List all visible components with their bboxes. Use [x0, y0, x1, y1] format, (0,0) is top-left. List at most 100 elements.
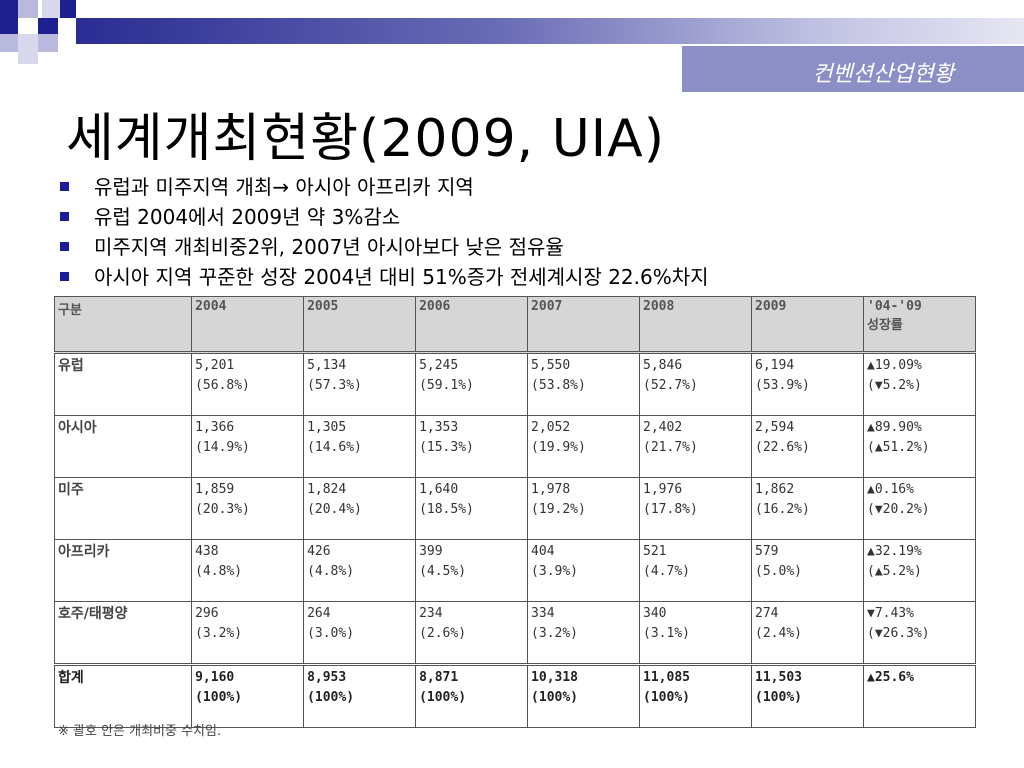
- growth-cell: ▲25.6%: [863, 663, 976, 728]
- value-cell: 2,402 (21.7%): [639, 415, 753, 478]
- decor-square: [18, 34, 38, 52]
- decor-square: [18, 52, 38, 64]
- cell-value: 340: [643, 606, 667, 621]
- table-row: 호주/태평양 296 (3.2%) 264 (3.0%) 234 (2.6%) 334 (3.2…: [53, 601, 976, 665]
- cell-share: (100%): [531, 690, 579, 705]
- cell-share: (2.4%): [755, 626, 802, 641]
- growth-cell: ▲19.09% (▼5.2%): [863, 352, 976, 416]
- value-cell: 1,640 (18.5%): [415, 477, 529, 540]
- header-year: 2008: [639, 296, 753, 354]
- cell-share: (3.0%): [307, 626, 355, 641]
- cell-value: 8,953: [307, 670, 347, 685]
- cell-share: (100%): [755, 690, 802, 705]
- decor-square: [60, 0, 76, 18]
- cell-share: (▼20.2%): [867, 502, 930, 517]
- cell-share: (14.9%): [195, 440, 250, 455]
- cell-share: (4.8%): [195, 564, 243, 579]
- row-region: 합계: [53, 663, 193, 728]
- table-row: 미주 1,859 (20.3%) 1,824 (20.4%) 1,640 (18.5%) 1,…: [53, 477, 976, 540]
- decor-square: [0, 34, 18, 52]
- cell-share: (20.3%): [195, 502, 250, 517]
- row-region: 아프리카: [53, 539, 193, 602]
- bullet-square-icon: [60, 272, 69, 281]
- growth-cell: ▲32.19% (▲5.2%): [863, 539, 976, 602]
- cell-value: 1,305: [307, 420, 347, 435]
- cell-share: (4.8%): [307, 564, 355, 579]
- cell-share: (16.2%): [755, 502, 810, 517]
- page-title: 세계개최현황(2009, UIA): [66, 109, 665, 169]
- bullet-list: 유럽과 미주지역 개최→ 아시아 아프리카 지역 유럽 2004에서 2009년…: [60, 172, 709, 292]
- growth-cell: ▲89.90% (▲51.2%): [863, 415, 976, 478]
- value-cell: 579 (5.0%): [751, 539, 864, 602]
- decor-square: [18, 18, 38, 34]
- cell-value: 2,402: [643, 420, 683, 435]
- cell-value: 404: [531, 544, 555, 559]
- cell-share: (52.7%): [643, 378, 698, 393]
- cell-value: 6,194: [755, 358, 795, 373]
- cell-value: 5,846: [643, 358, 683, 373]
- value-cell: 5,550 (53.8%): [527, 352, 641, 416]
- row-region: 유럽: [53, 352, 193, 416]
- footnote: ※ 괄호 안은 개최비중 수치임.: [58, 724, 222, 739]
- cell-share: (22.6%): [755, 440, 810, 455]
- cell-value: ▲32.19%: [867, 544, 922, 559]
- header-year: 2004: [191, 296, 305, 354]
- value-cell: 1,862 (16.2%): [751, 477, 864, 540]
- cell-share: (▲5.2%): [867, 564, 922, 579]
- bullet-square-icon: [60, 182, 69, 191]
- bullet-item: 미주지역 개최비중2위, 2007년 아시아보다 낮은 점유율: [60, 232, 709, 262]
- table-row: 유럽 5,201 (56.8%) 5,134 (57.3%) 5,245 (59.1%) 5,…: [53, 352, 976, 416]
- cell-value: ▲25.6%: [867, 670, 914, 685]
- cell-value: 274: [755, 606, 779, 621]
- value-cell: 9,160 (100%): [191, 663, 305, 728]
- cell-share: (21.7%): [643, 440, 698, 455]
- value-cell: 426 (4.8%): [303, 539, 417, 602]
- header-year: 2007: [527, 296, 641, 354]
- cell-value: 5,550: [531, 358, 571, 373]
- cell-value: 438: [195, 544, 219, 559]
- row-region: 호주/태평양: [53, 601, 193, 665]
- bullet-item: 유럽과 미주지역 개최→ 아시아 아프리카 지역: [60, 172, 709, 202]
- value-cell: 264 (3.0%): [303, 601, 417, 665]
- value-cell: 404 (3.9%): [527, 539, 641, 602]
- cell-share: (57.3%): [307, 378, 362, 393]
- cell-value: 1,640: [419, 482, 459, 497]
- cell-share: (4.5%): [419, 564, 467, 579]
- cell-value: 1,859: [195, 482, 235, 497]
- section-subtitle: 컨벤션산업현황: [812, 62, 954, 87]
- cell-value: ▲0.16%: [867, 482, 914, 497]
- value-cell: 399 (4.5%): [415, 539, 529, 602]
- decor-square: [38, 34, 58, 52]
- value-cell: 5,201 (56.8%): [191, 352, 305, 416]
- decor-square: [42, 0, 60, 18]
- cell-value: ▲19.09%: [867, 358, 922, 373]
- cell-value: 5,134: [307, 358, 347, 373]
- cell-value: 1,862: [755, 482, 795, 497]
- cell-value: 8,871: [419, 670, 459, 685]
- cell-value: 1,978: [531, 482, 571, 497]
- cell-share: (20.4%): [307, 502, 362, 517]
- value-cell: 5,245 (59.1%): [415, 352, 529, 416]
- row-region: 아시아: [53, 415, 193, 478]
- cell-share: (18.5%): [419, 502, 474, 517]
- value-cell: 5,134 (57.3%): [303, 352, 417, 416]
- cell-value: ▲89.90%: [867, 420, 922, 435]
- subtitle-box: [682, 46, 1024, 92]
- cell-value: 296: [195, 606, 219, 621]
- cell-share: (▼26.3%): [867, 626, 930, 641]
- bullet-item: 유럽 2004에서 2009년 약 3%감소: [60, 202, 709, 232]
- cell-value: 5,201: [195, 358, 235, 373]
- cell-value: 1,824: [307, 482, 347, 497]
- cell-share: (3.9%): [531, 564, 579, 579]
- header-year: 2006: [415, 296, 529, 354]
- value-cell: 340 (3.1%): [639, 601, 753, 665]
- table-row: 아시아 1,366 (14.9%) 1,305 (14.6%) 1,353 (15.3%) 2…: [53, 415, 976, 478]
- cell-share: (56.8%): [195, 378, 250, 393]
- value-cell: 10,318 (100%): [527, 663, 641, 728]
- cell-value: 264: [307, 606, 331, 621]
- cell-share: (▼5.2%): [867, 378, 922, 393]
- cell-value: 1,353: [419, 420, 459, 435]
- value-cell: 8,871 (100%): [415, 663, 529, 728]
- decor-square: [18, 0, 38, 18]
- cell-share: (53.8%): [531, 378, 586, 393]
